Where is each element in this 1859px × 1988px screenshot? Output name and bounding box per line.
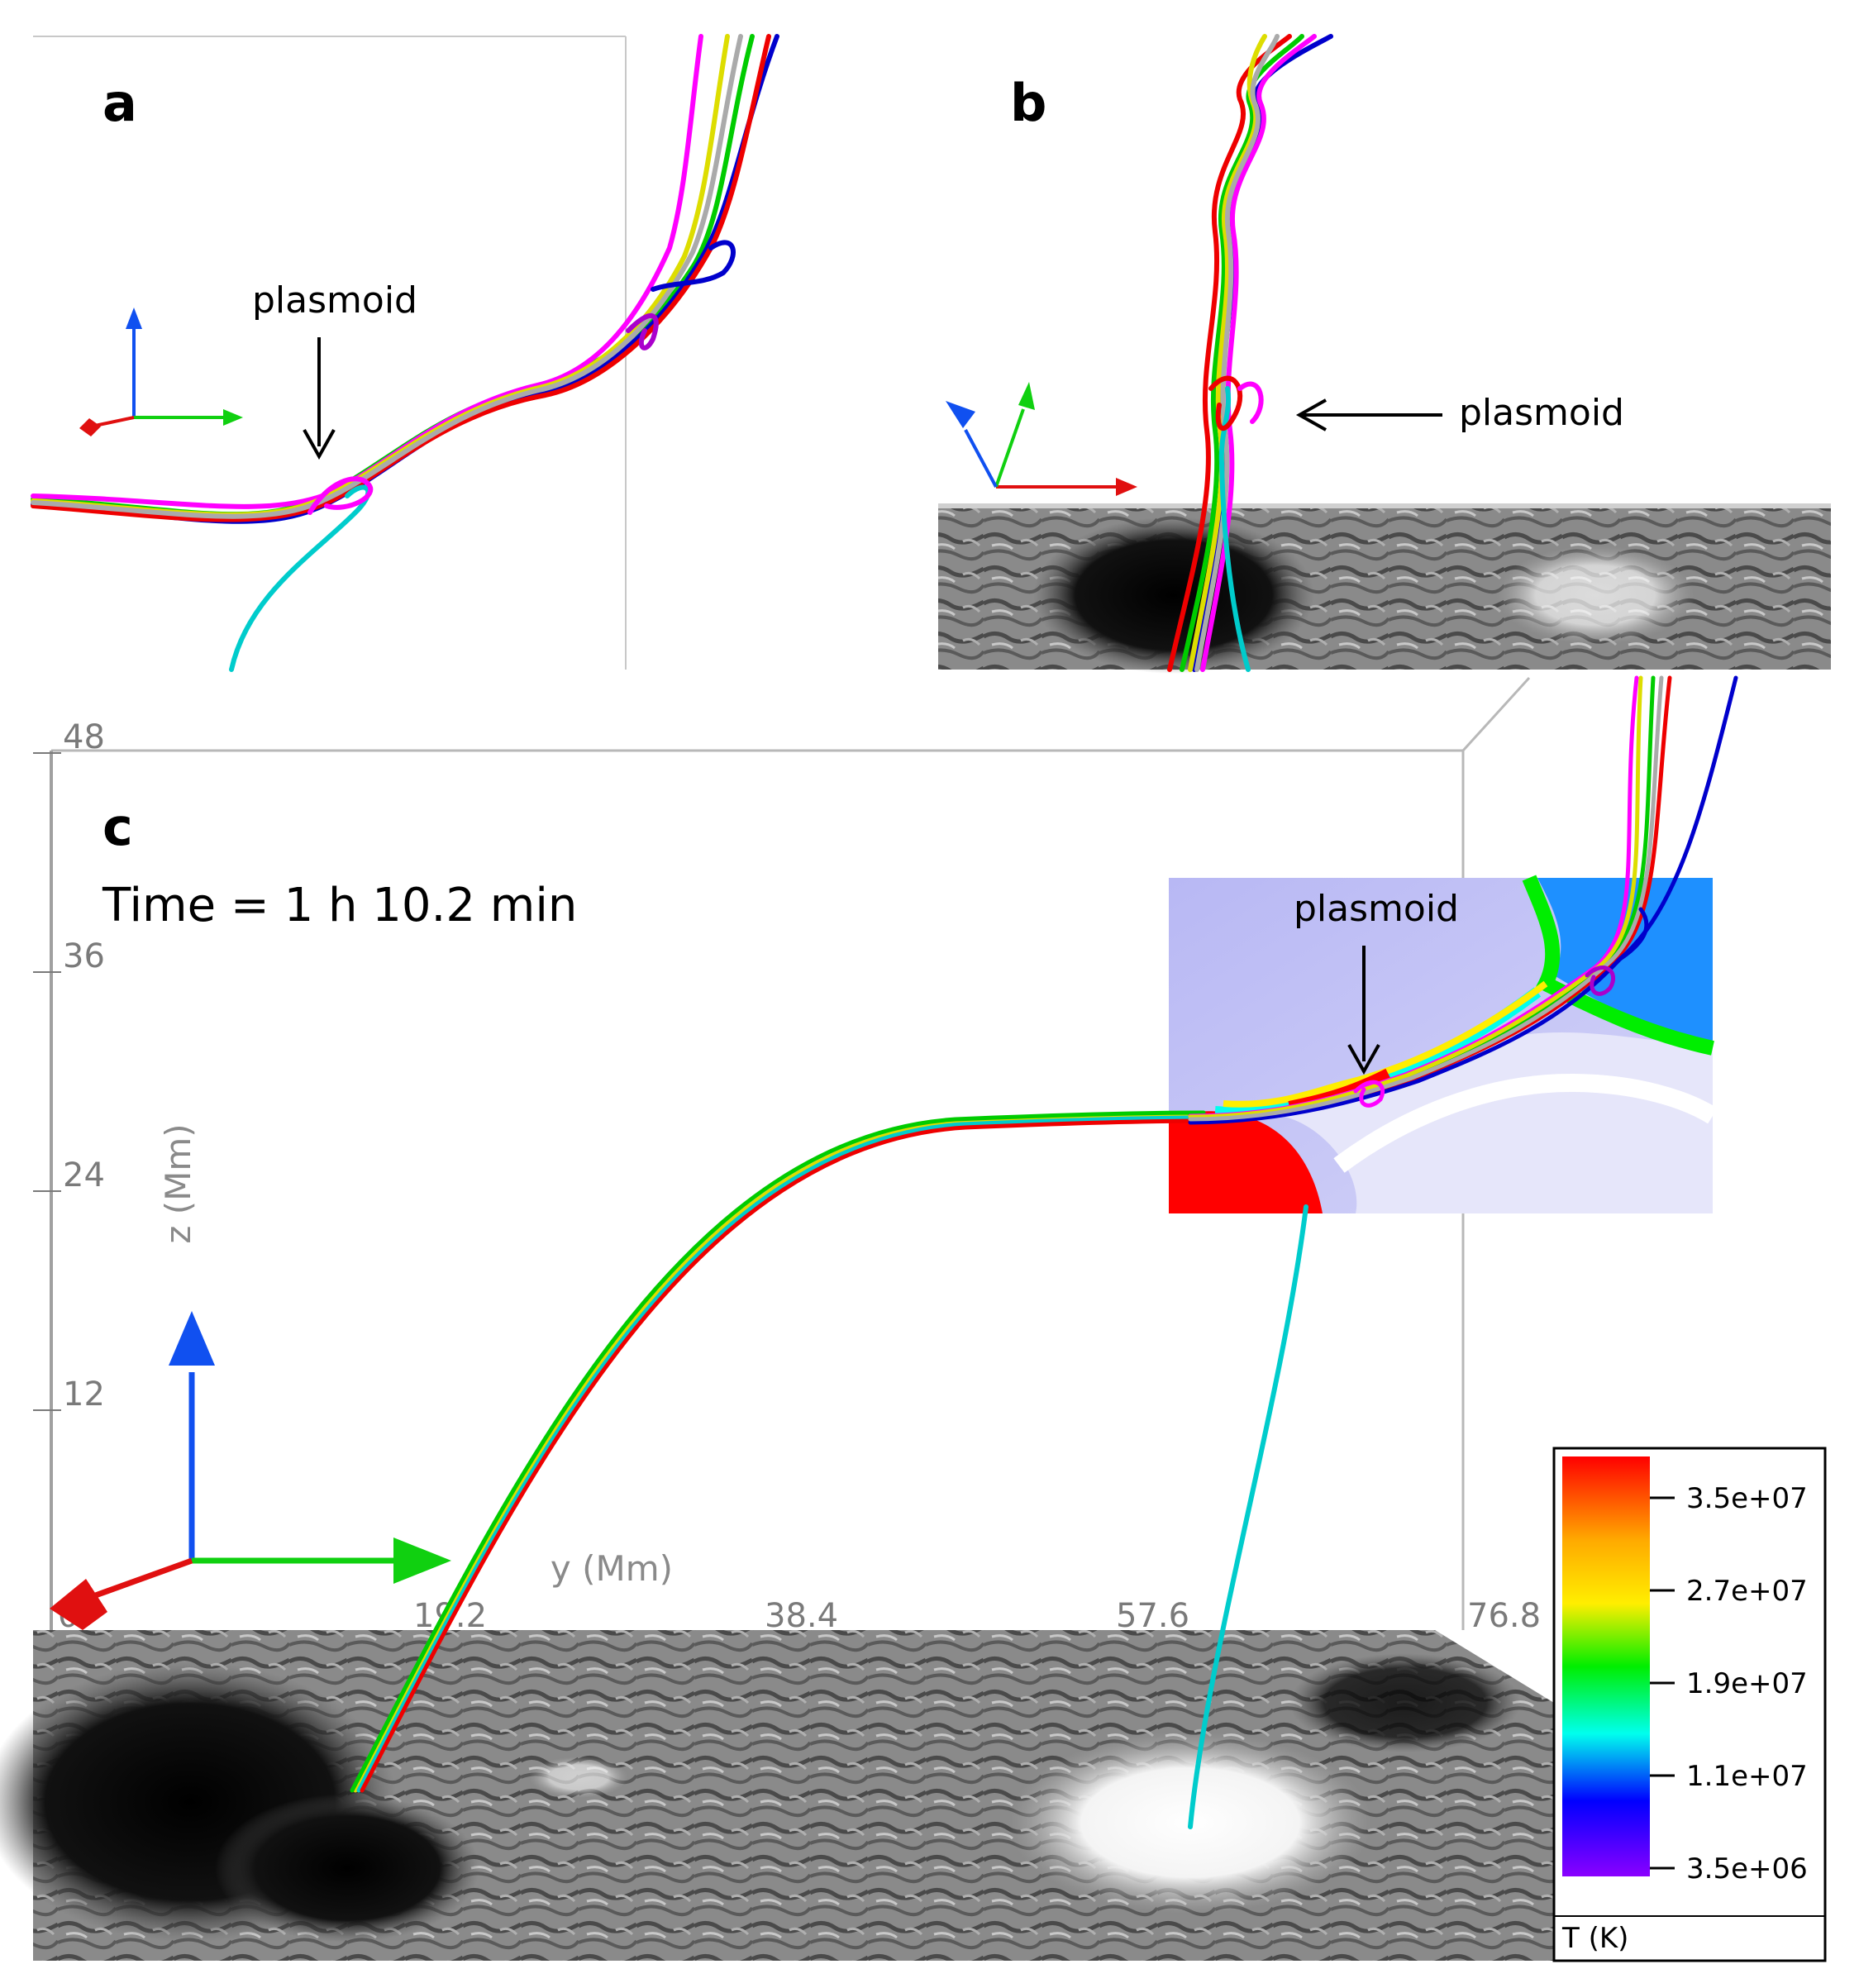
y-arrowhead-icon <box>1018 382 1035 410</box>
z-arrowhead-icon <box>169 1311 215 1366</box>
panel-b-axes-triad <box>946 382 1137 496</box>
panel-c-axes-triad <box>50 1311 451 1630</box>
panel-c-plasmoid-label: plasmoid <box>1294 888 1459 930</box>
colorbar-tick-2: 2.7e+07 <box>1686 1575 1808 1608</box>
panel-a-axes-triad <box>79 307 243 436</box>
colorbar-title: T (K) <box>1561 1922 1628 1955</box>
colorbar-tick-4: 1.1e+07 <box>1686 1760 1808 1793</box>
colorbar-tick-3: 1.9e+07 <box>1686 1667 1808 1700</box>
panel-b-label: b <box>1010 73 1046 133</box>
y-tick-76-8: 76.8 <box>1467 1597 1541 1635</box>
panel-b-plasmoid-label: plasmoid <box>1459 392 1624 434</box>
z-tick-36: 36 <box>63 937 105 975</box>
z-tick-48: 48 <box>63 718 105 756</box>
panel-c: c Time = 1 h 10.2 min 12 24 36 48 z (Mm)… <box>0 675 1738 1961</box>
z-arrowhead-icon <box>946 401 975 428</box>
z-arrowhead-icon <box>126 307 142 329</box>
panel-b-magnetogram <box>938 503 1831 674</box>
panel-c-label: c <box>102 797 133 857</box>
panel-a-field-lines <box>31 34 779 672</box>
panel-c-plasmoid-arrow-icon <box>1347 946 1380 1075</box>
y-arrowhead-icon <box>223 409 243 426</box>
colorbar-gradient <box>1562 1456 1650 1876</box>
colorbar-tick-5: 3.5e+06 <box>1686 1852 1808 1886</box>
y-axis: 0 19.2 38.4 57.6 76.8 y (Mm) <box>58 1548 1541 1635</box>
panel-a-plasmoid-arrow-icon <box>303 337 336 460</box>
y-arrowhead-icon <box>393 1537 451 1584</box>
panel-b: b plasmoid <box>938 34 1831 674</box>
temperature-colorbar: 3.5e+07 2.7e+07 1.9e+07 1.1e+07 3.5e+06 … <box>1552 1447 1827 1962</box>
x-arrowhead-icon <box>79 418 101 436</box>
z-axis-title: z (Mm) <box>158 1123 198 1243</box>
panel-c-magnetogram <box>0 1630 1554 1961</box>
y-tick-38-4: 38.4 <box>765 1597 838 1635</box>
panel-b-plasmoid-arrow-icon <box>1295 398 1442 431</box>
x-arrowhead-icon <box>1116 478 1137 496</box>
panel-c-field-lines <box>350 675 1738 1829</box>
y-axis-title: y (Mm) <box>551 1548 673 1589</box>
z-tick-12: 12 <box>63 1375 105 1414</box>
z-axis: 12 24 36 48 z (Mm) <box>33 718 198 1414</box>
panel-a-plasmoid-label: plasmoid <box>252 279 417 322</box>
colorbar-tick-1: 3.5e+07 <box>1686 1482 1808 1515</box>
panel-c-time: Time = 1 h 10.2 min <box>102 879 577 932</box>
panel-a-label: a <box>102 73 137 133</box>
y-tick-57-6: 57.6 <box>1116 1597 1189 1635</box>
panel-a: a plasmoid <box>31 34 779 672</box>
z-tick-24: 24 <box>63 1156 105 1194</box>
panel-b-field-lines <box>1167 34 1333 672</box>
x-arrowhead-icon <box>50 1579 107 1630</box>
